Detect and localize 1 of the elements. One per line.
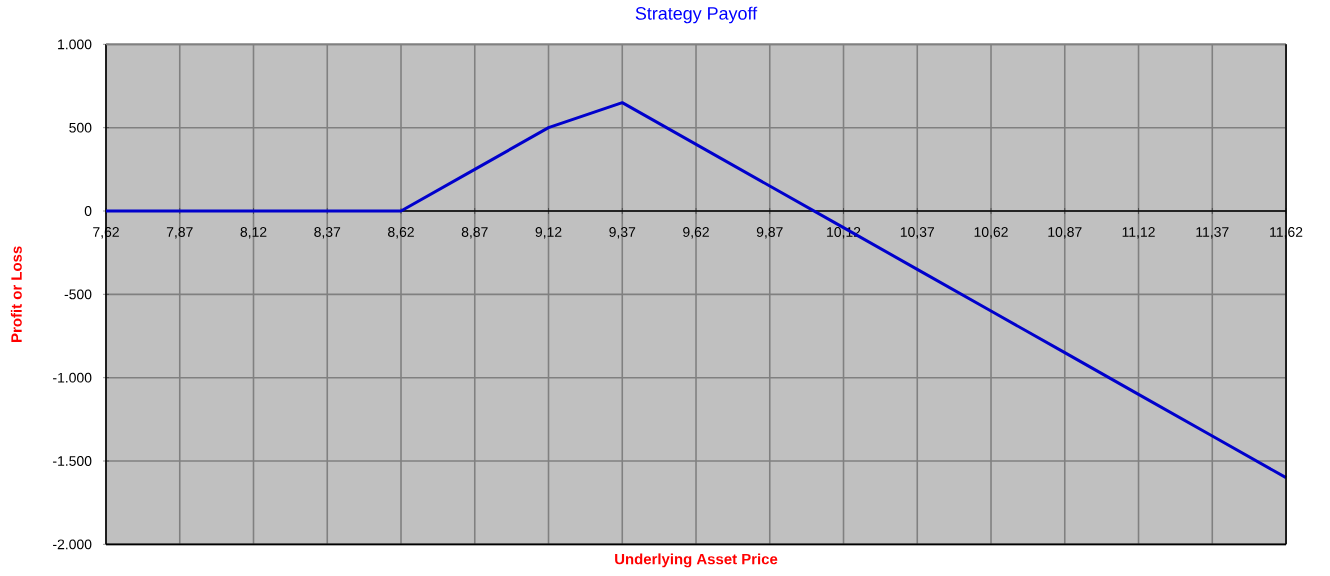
chart-title: Strategy Payoff bbox=[635, 6, 758, 24]
